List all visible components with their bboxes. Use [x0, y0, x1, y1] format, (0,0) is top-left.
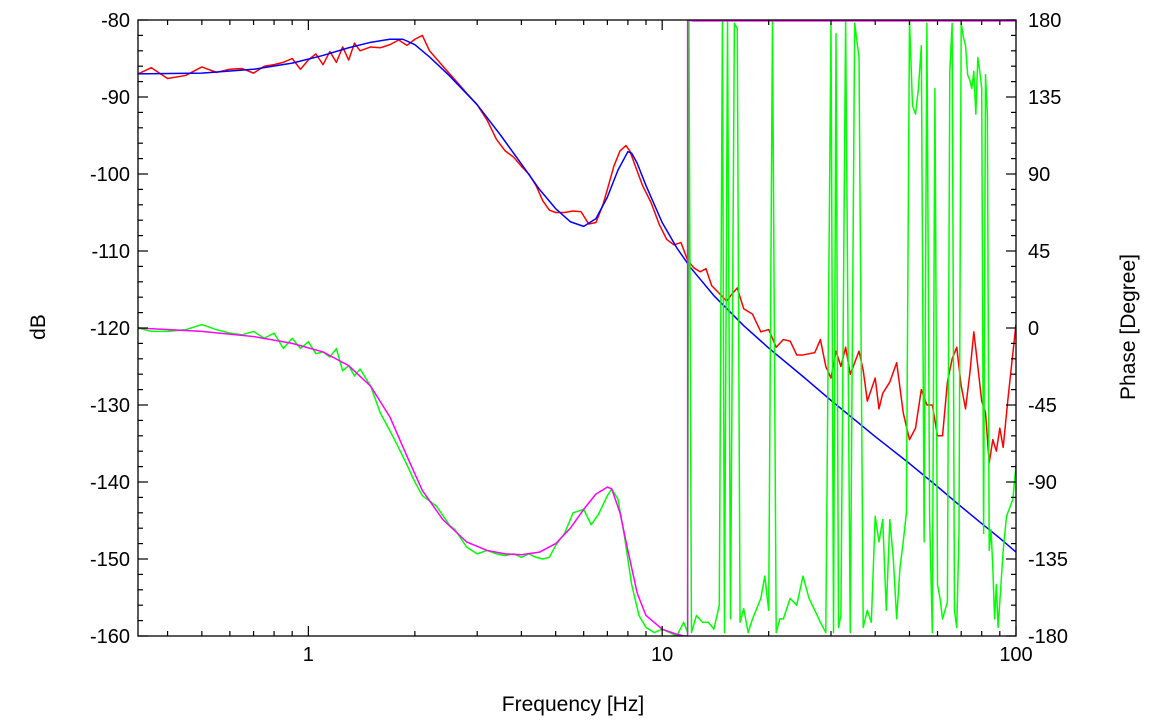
- y2-tick-label: -90: [1028, 472, 1057, 494]
- y-tick-label: -90: [101, 87, 130, 109]
- series-line-2: [138, 38, 1016, 553]
- y-tick-label: -160: [90, 626, 130, 648]
- x-tick-label: 100: [999, 644, 1032, 666]
- ticks-layer: [138, 19, 1017, 637]
- y-tick-label: -110: [91, 241, 130, 263]
- y-tick-label: -80: [101, 10, 130, 32]
- y-axis-title: dB: [27, 314, 50, 340]
- y-tick-label: -130: [90, 395, 130, 417]
- x-tick-label: 10: [651, 644, 673, 666]
- y-tick-label: -140: [90, 472, 130, 494]
- y2-tick-label: 180: [1028, 10, 1061, 32]
- y2-tick-label: 0: [1028, 318, 1039, 340]
- y2-tick-label: -135: [1028, 549, 1068, 571]
- y2-tick-label: 45: [1028, 241, 1050, 263]
- y2-tick-label: -180: [1028, 626, 1068, 648]
- y-tick-label: -120: [90, 318, 130, 340]
- y-tick-label: -100: [90, 164, 130, 186]
- series-line-4: [138, 20, 1016, 636]
- y-tick-label: -150: [90, 549, 130, 571]
- x-tick-label: 1: [303, 644, 314, 666]
- y2-tick-label: 135: [1028, 87, 1061, 109]
- x-axis-title: Frequency [Hz]: [502, 693, 644, 716]
- series-line-1: [138, 34, 1016, 464]
- series-line-3: [138, 20, 1016, 636]
- y2-tick-label: 90: [1028, 164, 1050, 186]
- y2-axis-title: Phase [Degree]: [1117, 254, 1140, 400]
- labels-layer: 1 10 100 -80 -90 -100 -110 -120 -130 -140 -150 -160…: [90, 10, 1068, 666]
- series-layer: [138, 20, 1016, 636]
- y2-tick-label: -45: [1028, 395, 1057, 417]
